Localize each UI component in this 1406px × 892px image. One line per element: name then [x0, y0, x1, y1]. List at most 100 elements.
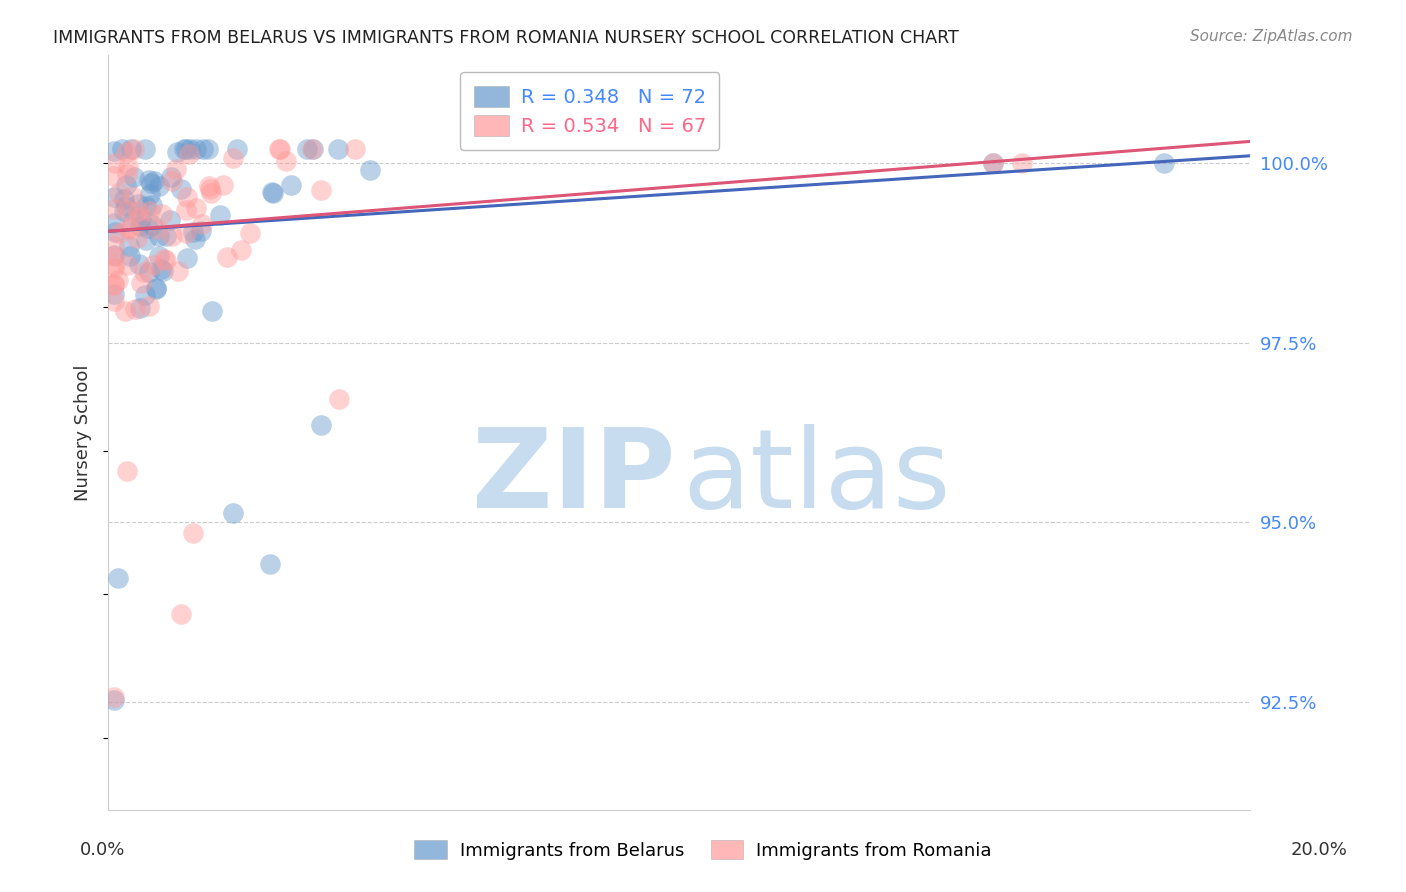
Point [981, 156, 1004, 170]
Point [138, 299, 160, 313]
Point [121, 189, 143, 203]
Point [139, 186, 162, 201]
Point [103, 190, 125, 204]
Point [981, 156, 1004, 170]
Point [117, 159, 139, 173]
Point [107, 571, 129, 585]
Point [107, 273, 129, 287]
Point [139, 203, 162, 218]
Point [145, 281, 167, 295]
Point [114, 204, 136, 219]
Point [222, 151, 245, 165]
Point [159, 212, 181, 227]
Point [136, 221, 159, 235]
Legend: R = 0.348   N = 72, R = 0.534   N = 67: R = 0.348 N = 72, R = 0.534 N = 67 [460, 72, 720, 150]
Point [111, 142, 134, 156]
Point [152, 207, 174, 221]
Point [135, 233, 157, 247]
Point [328, 392, 350, 407]
Point [132, 264, 155, 278]
Point [103, 249, 125, 263]
Point [141, 198, 163, 212]
Point [302, 142, 325, 156]
Point [118, 239, 141, 253]
Point [1011, 156, 1033, 170]
Point [184, 142, 207, 156]
Point [167, 264, 190, 278]
Point [103, 217, 125, 231]
Point [115, 203, 138, 218]
Point [165, 162, 187, 177]
Text: ZIP: ZIP [472, 425, 676, 532]
Point [122, 170, 145, 185]
Point [200, 186, 222, 200]
Point [104, 156, 127, 170]
Point [120, 249, 142, 263]
Point [104, 226, 127, 240]
Point [239, 227, 262, 241]
Point [184, 202, 207, 216]
Point [114, 304, 136, 318]
Point [176, 251, 198, 265]
Point [148, 179, 170, 194]
Point [103, 248, 125, 262]
Point [197, 142, 219, 156]
Point [108, 186, 131, 201]
Point [146, 222, 169, 236]
Point [103, 277, 125, 292]
Point [208, 208, 231, 222]
Point [190, 224, 212, 238]
Point [128, 301, 150, 316]
Point [269, 142, 291, 156]
Point [201, 303, 224, 318]
Point [120, 222, 142, 236]
Point [183, 526, 205, 541]
Point [129, 276, 152, 290]
Point [226, 142, 249, 156]
Point [103, 294, 125, 309]
Point [150, 262, 173, 277]
Point [170, 182, 193, 196]
Point [103, 169, 125, 183]
Point [138, 265, 160, 279]
Point [138, 173, 160, 187]
Point [148, 229, 170, 244]
Point [152, 252, 174, 266]
Point [115, 178, 138, 192]
Point [115, 258, 138, 272]
Text: 20.0%: 20.0% [1291, 841, 1347, 859]
Point [162, 174, 184, 188]
Point [141, 219, 163, 233]
Point [181, 225, 204, 239]
Point [259, 557, 281, 571]
Point [269, 142, 291, 156]
Point [276, 153, 298, 168]
Point [124, 142, 146, 156]
Point [301, 142, 323, 156]
Point [211, 178, 233, 192]
Point [120, 142, 142, 156]
Point [103, 277, 125, 291]
Point [191, 217, 214, 231]
Point [103, 258, 125, 272]
Point [280, 178, 302, 193]
Point [174, 202, 197, 217]
Point [103, 202, 125, 216]
Point [155, 252, 177, 267]
Point [231, 243, 253, 257]
Point [309, 417, 332, 432]
Point [142, 258, 165, 272]
Point [152, 263, 174, 277]
Point [103, 692, 125, 706]
Point [179, 147, 201, 161]
Point [112, 192, 135, 206]
Point [262, 186, 284, 200]
Point [117, 220, 139, 235]
Point [135, 199, 157, 213]
Point [103, 261, 125, 276]
Point [128, 257, 150, 271]
Point [200, 182, 222, 196]
Text: 0.0%: 0.0% [80, 841, 125, 859]
Point [179, 142, 201, 156]
Point [141, 176, 163, 190]
